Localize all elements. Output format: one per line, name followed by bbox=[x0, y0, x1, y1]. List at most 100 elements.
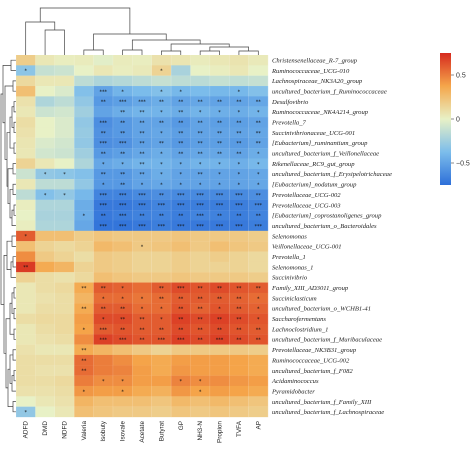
heatmap-cell bbox=[54, 117, 75, 128]
significance-mark: ** bbox=[256, 120, 262, 126]
significance-mark: ** bbox=[140, 327, 146, 333]
row-label: Ruminococcaceae_UCG-010 bbox=[271, 68, 350, 75]
heatmap-cell bbox=[112, 220, 133, 231]
significance-mark: *** bbox=[196, 193, 204, 199]
heatmap-cell bbox=[229, 272, 249, 283]
heatmap-cell bbox=[209, 406, 230, 418]
heatmap-cell bbox=[248, 365, 269, 376]
significance-mark: * bbox=[257, 151, 260, 157]
heatmap-cell bbox=[229, 354, 249, 366]
significance-mark: * bbox=[63, 193, 66, 199]
heatmap-cell bbox=[248, 241, 269, 252]
dendrogram-branch bbox=[122, 49, 143, 55]
significance-mark: ** bbox=[256, 286, 262, 292]
heatmap-cell bbox=[16, 272, 36, 283]
heatmap-cell bbox=[248, 406, 269, 418]
heatmap-cell bbox=[93, 282, 114, 294]
significance-mark: * bbox=[141, 307, 144, 313]
heatmap-cell bbox=[151, 406, 172, 418]
significance-mark: ** bbox=[178, 317, 184, 323]
heatmap-cell bbox=[54, 189, 75, 200]
heatmap-cell bbox=[248, 230, 269, 242]
heatmap-cell bbox=[93, 117, 114, 128]
heatmap-cell bbox=[132, 210, 152, 221]
significance-mark: ** bbox=[159, 141, 165, 147]
significance-mark: * bbox=[218, 162, 221, 168]
heatmap-cell bbox=[74, 117, 94, 128]
heatmap-cell bbox=[209, 313, 230, 325]
heatmap-cell bbox=[132, 354, 152, 366]
dendrogram-branch bbox=[6, 132, 10, 187]
color-scale-tick-label: −0.5 bbox=[456, 161, 470, 168]
heatmap-cell bbox=[151, 323, 172, 335]
heatmap-cell bbox=[74, 86, 94, 97]
heatmap-cells: * **** * * * *** *** *** ** ** ** ** ** **** ** * ** * * * *… bbox=[15, 55, 269, 418]
heatmap-cell bbox=[93, 396, 114, 407]
heatmap-cell bbox=[151, 365, 172, 376]
heatmap-cell bbox=[209, 323, 230, 335]
significance-mark: ** bbox=[256, 338, 262, 344]
heatmap-cell bbox=[16, 127, 36, 138]
significance-mark: ** bbox=[159, 100, 165, 106]
significance-mark: ** bbox=[120, 307, 126, 313]
heatmap-cell bbox=[151, 75, 172, 87]
heatmap-cell bbox=[229, 199, 249, 211]
dendrogram-branch bbox=[13, 328, 16, 340]
row-label: Lachnospiraceae_NK3A20_group bbox=[271, 78, 363, 85]
dendrogram-branch bbox=[13, 121, 16, 133]
heatmap-cell bbox=[190, 55, 210, 66]
heatmap-cell bbox=[171, 375, 191, 387]
significance-mark: * bbox=[238, 172, 241, 178]
dendrogram-branch bbox=[13, 287, 16, 299]
heatmap-cell bbox=[190, 385, 210, 397]
heatmap-cell bbox=[54, 354, 75, 366]
heatmap-cell bbox=[132, 75, 152, 87]
heatmap-cell bbox=[248, 375, 269, 387]
significance-mark: * bbox=[141, 296, 144, 302]
heatmap-cell bbox=[151, 303, 172, 314]
significance-mark: *** bbox=[177, 193, 185, 199]
heatmap-cell bbox=[190, 65, 210, 76]
heatmap-cell bbox=[151, 55, 172, 66]
heatmap-cell bbox=[248, 354, 269, 366]
significance-mark: *** bbox=[196, 203, 204, 209]
heatmap-cell bbox=[151, 210, 172, 221]
heatmap-cell bbox=[74, 137, 94, 149]
heatmap-cell bbox=[190, 365, 210, 376]
significance-mark: ** bbox=[236, 286, 242, 292]
dendrogram-branch bbox=[238, 50, 259, 55]
heatmap-cell bbox=[93, 230, 114, 242]
significance-mark: * bbox=[102, 182, 105, 188]
heatmap-cell bbox=[54, 230, 75, 242]
heatmap-cell bbox=[74, 251, 94, 262]
heatmap-cell bbox=[93, 385, 114, 397]
significance-mark: ** bbox=[256, 100, 262, 106]
significance-mark: * bbox=[180, 162, 183, 168]
heatmap-cell bbox=[132, 365, 152, 376]
heatmap-cell bbox=[151, 272, 172, 283]
heatmap-cell bbox=[112, 313, 133, 325]
heatmap-cell bbox=[190, 251, 210, 262]
row-label: Selenomonas bbox=[272, 233, 307, 240]
heatmap-cell bbox=[93, 334, 114, 345]
heatmap-cell bbox=[151, 241, 172, 252]
significance-mark: ** bbox=[159, 286, 165, 292]
significance-mark: * bbox=[160, 162, 163, 168]
heatmap-cell bbox=[35, 375, 55, 387]
row-label: Selenomonas_1 bbox=[272, 264, 313, 271]
heatmap-cell bbox=[35, 199, 55, 211]
heatmap-cell bbox=[171, 199, 191, 211]
significance-mark: ** bbox=[217, 141, 223, 147]
row-label: Lachnoclostridium_1 bbox=[271, 326, 328, 333]
significance-mark: *** bbox=[138, 224, 146, 230]
row-label: [Eubacterium]_nodatum_group bbox=[272, 182, 357, 189]
significance-mark: ** bbox=[198, 100, 204, 106]
heatmap-cell bbox=[54, 75, 75, 87]
row-label: Saccharofermentans bbox=[272, 316, 326, 323]
heatmap-cell bbox=[54, 303, 75, 314]
dendrogram-branch bbox=[12, 183, 16, 195]
heatmap-cell bbox=[229, 75, 249, 87]
significance-mark: * bbox=[83, 389, 86, 395]
heatmap-cell bbox=[93, 365, 114, 376]
significance-mark: ** bbox=[236, 214, 242, 220]
